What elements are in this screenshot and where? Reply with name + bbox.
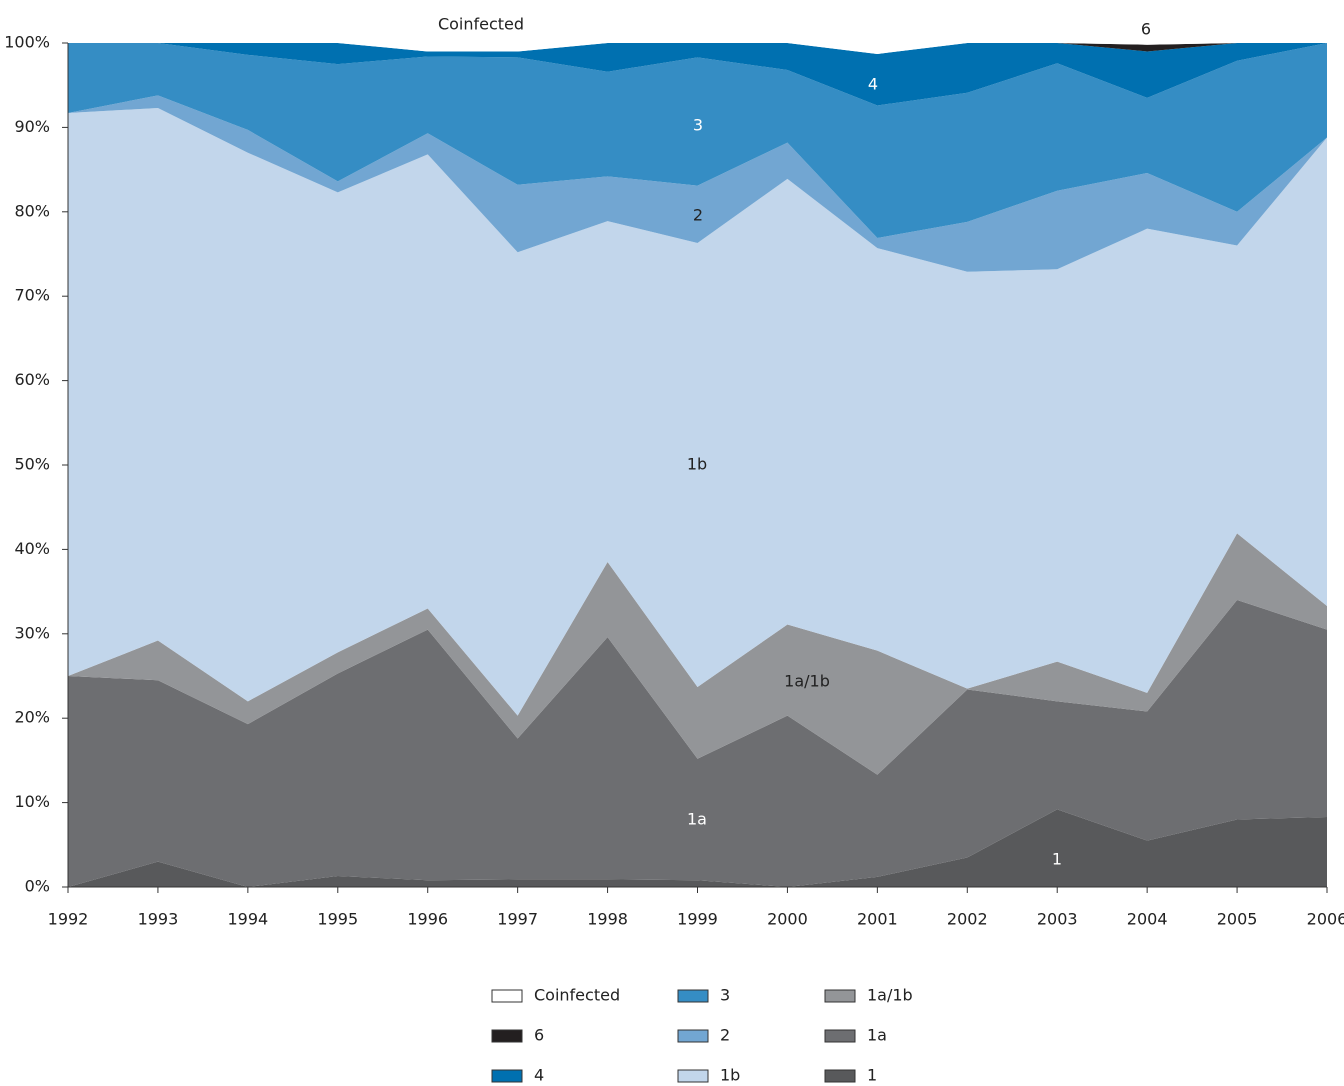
y-tick-label: 40%: [14, 539, 50, 558]
y-tick-label: 30%: [14, 623, 50, 642]
y-tick-label: 10%: [14, 792, 50, 811]
area: [68, 43, 1327, 54]
area: [68, 43, 1327, 54]
legend-swatch: [824, 989, 856, 1003]
area-label: 3: [693, 116, 703, 135]
x-tick-label: 1992: [48, 910, 89, 929]
x-tick-label: 1997: [497, 910, 538, 929]
area-label: 1a/1b: [784, 672, 830, 691]
legend-label: Coinfected: [534, 986, 620, 1005]
x-tick-label: 2002: [947, 910, 988, 929]
area: [68, 533, 1327, 775]
area-label: 1a: [687, 810, 707, 829]
legend-label: 1a: [867, 1026, 887, 1045]
legend-swatch: [491, 1029, 523, 1043]
x-tick-label: 1999: [677, 910, 718, 929]
legend-label: 6: [534, 1026, 544, 1045]
legend-swatch: [677, 1069, 709, 1083]
y-tick-label: 20%: [14, 708, 50, 727]
x-tick-label: 1995: [317, 910, 358, 929]
area: [68, 809, 1327, 887]
area-label: Coinfected: [438, 15, 524, 34]
area: [68, 43, 1327, 238]
area-label: 1b: [687, 455, 707, 474]
y-tick-label: 0%: [25, 877, 50, 896]
legend-swatch: [824, 1069, 856, 1083]
x-tick-label: 2001: [857, 910, 898, 929]
legend-label: 2: [720, 1026, 730, 1045]
x-tick-label: 1998: [587, 910, 628, 929]
x-tick-label: 2000: [767, 910, 808, 929]
legend-label: 1b: [720, 1066, 740, 1085]
y-tick-label: 100%: [4, 33, 50, 52]
legend-swatch: [677, 1029, 709, 1043]
y-tick-label: 80%: [14, 201, 50, 220]
legend-swatch: [491, 989, 523, 1003]
legend-swatch: [491, 1069, 523, 1083]
area-label: 2: [693, 206, 703, 225]
area: [68, 600, 1327, 887]
area: [68, 107, 1327, 716]
legend-label: 4: [534, 1066, 544, 1085]
y-tick-label: 50%: [14, 455, 50, 474]
x-tick-label: 2003: [1037, 910, 1078, 929]
x-tick-label: 2004: [1127, 910, 1168, 929]
legend-swatch: [677, 989, 709, 1003]
area: [68, 95, 1327, 272]
y-tick-label: 70%: [14, 286, 50, 305]
area: [68, 43, 1327, 106]
x-tick-label: 2005: [1217, 910, 1258, 929]
legend-swatch: [824, 1029, 856, 1043]
legend-label: 1: [867, 1066, 877, 1085]
x-tick-label: 1996: [407, 910, 448, 929]
area-label: 6: [1141, 20, 1151, 39]
x-tick-label: 1993: [138, 910, 179, 929]
area-label: 1: [1052, 850, 1062, 869]
legend-label: 1a/1b: [867, 986, 913, 1005]
x-tick-label: 1994: [227, 910, 268, 929]
y-tick-label: 60%: [14, 370, 50, 389]
y-tick-label: 90%: [14, 117, 50, 136]
legend-label: 3: [720, 986, 730, 1005]
area-label: 4: [868, 75, 878, 94]
x-tick-label: 2006: [1307, 910, 1344, 929]
